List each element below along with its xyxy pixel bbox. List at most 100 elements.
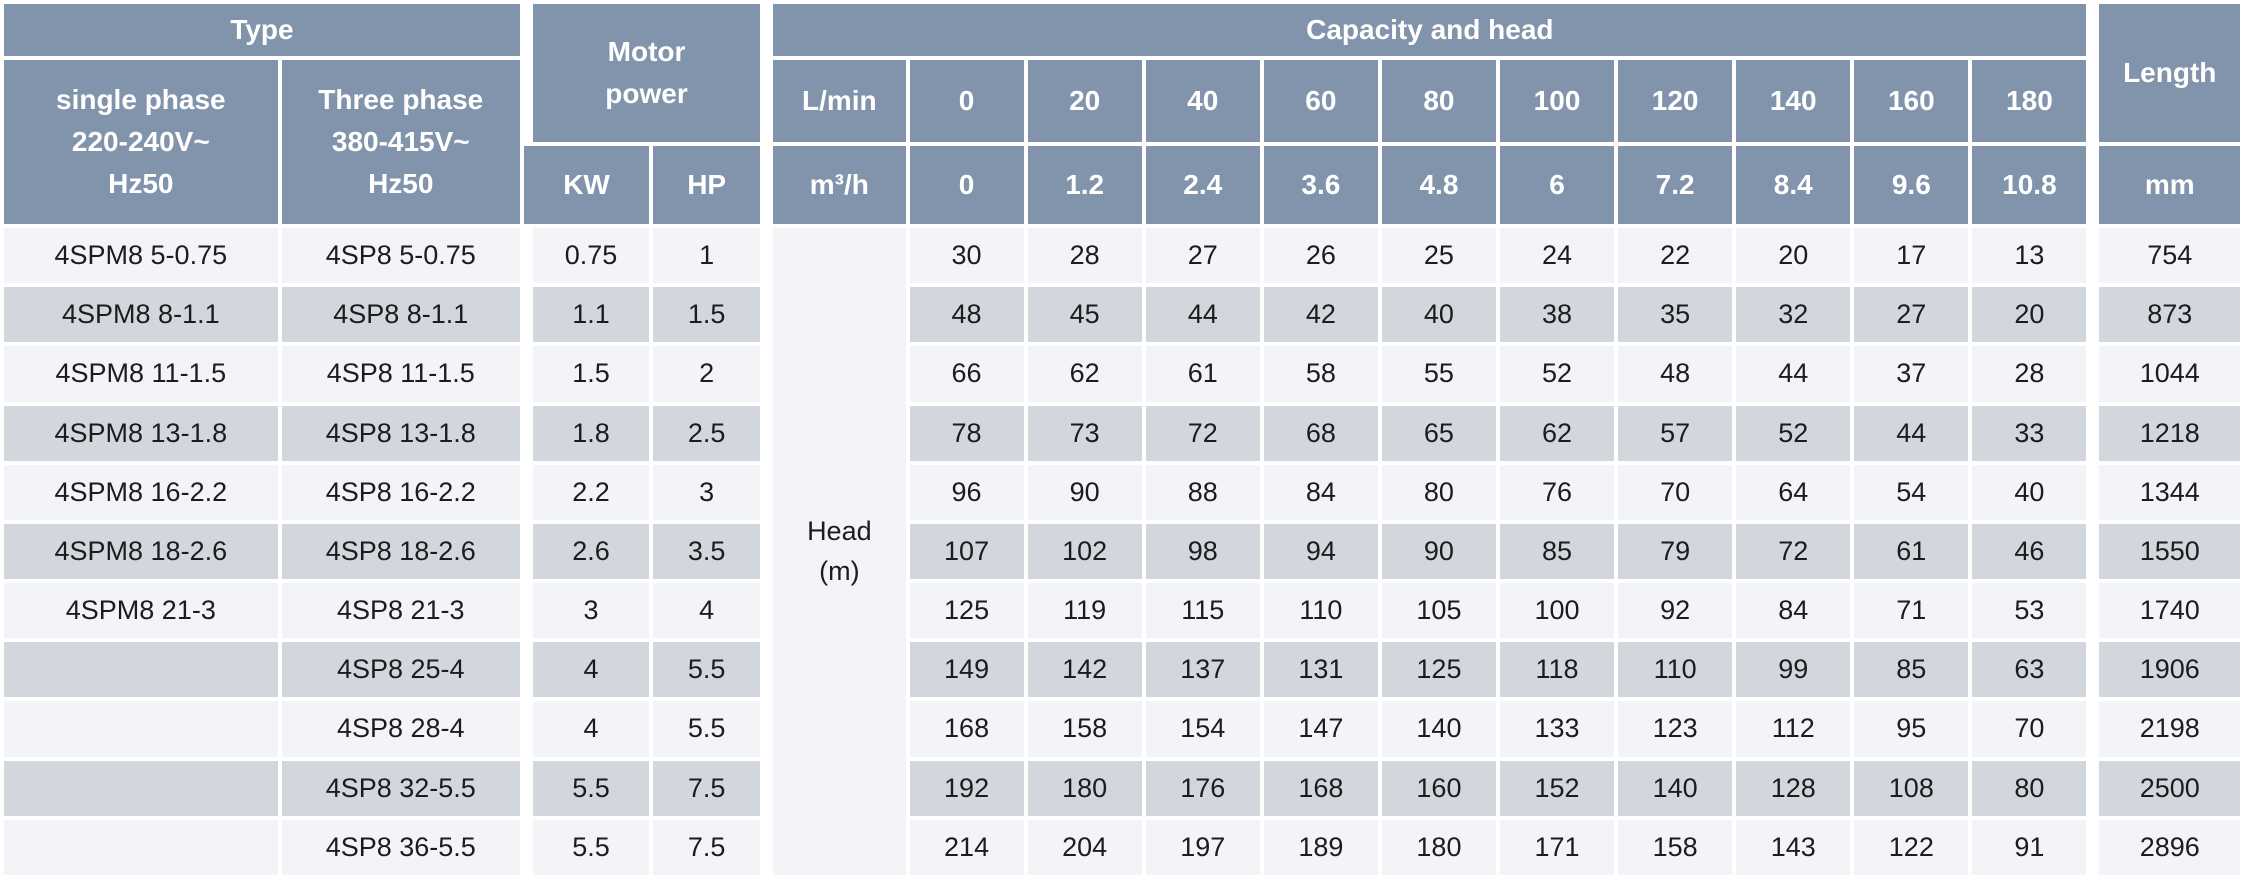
head-value: 147 xyxy=(1263,701,1378,757)
motor-power-line: Motor xyxy=(607,36,686,67)
head-value: 152 xyxy=(1499,760,1615,816)
length-value: 2198 xyxy=(2090,701,2240,757)
m3h-value: 7.2 xyxy=(1618,146,1733,224)
head-value: 115 xyxy=(1145,583,1260,639)
header-row-groups: Type Motor power Capacity and head Lengt… xyxy=(4,4,2240,142)
head-value: 122 xyxy=(1854,819,1969,875)
hp-value: 3 xyxy=(653,464,761,520)
head-value: 92 xyxy=(1618,583,1733,639)
head-value: 26 xyxy=(1263,228,1378,284)
type-header: Type xyxy=(4,4,520,56)
m3h-value: 4.8 xyxy=(1381,146,1496,224)
head-value: 40 xyxy=(1381,287,1496,343)
m3h-value: 9.6 xyxy=(1854,146,1969,224)
three-phase-model: 4SP8 25-4 xyxy=(281,642,520,698)
head-value: 94 xyxy=(1263,523,1378,580)
three-phase-line: Three phase xyxy=(318,84,484,115)
lmin-value: 40 xyxy=(1145,60,1260,142)
head-unit-line: (m) xyxy=(819,555,860,586)
table-row: 4SPM8 16-2.2 4SP8 16-2.2 2.2 3 96 90 88 84 80 76 7… xyxy=(4,464,2240,520)
three-phase-model: 4SP8 18-2.6 xyxy=(281,523,520,580)
head-value: 100 xyxy=(1499,583,1615,639)
head-unit-cell: Head (m) xyxy=(764,228,906,875)
head-value: 79 xyxy=(1618,523,1733,580)
length-value: 1344 xyxy=(2090,464,2240,520)
head-value: 160 xyxy=(1381,760,1496,816)
m3h-label: m³/h xyxy=(764,146,906,224)
kw-value: 1.8 xyxy=(523,405,650,461)
head-value: 57 xyxy=(1618,405,1733,461)
single-phase-model: 4SPM8 5-0.75 xyxy=(4,228,278,284)
table-row: 4SPM8 18-2.6 4SP8 18-2.6 2.6 3.5 107 102 98 94 9… xyxy=(4,523,2240,580)
head-value: 76 xyxy=(1499,464,1615,520)
head-value: 110 xyxy=(1618,642,1733,698)
head-value: 45 xyxy=(1027,287,1142,343)
head-value: 80 xyxy=(1972,760,2087,816)
head-value: 58 xyxy=(1263,346,1378,402)
head-value: 96 xyxy=(909,464,1024,520)
head-value: 131 xyxy=(1263,642,1378,698)
length-value: 1044 xyxy=(2090,346,2240,402)
kw-value: 2.2 xyxy=(523,464,650,520)
head-value: 107 xyxy=(909,523,1024,580)
head-value: 149 xyxy=(909,642,1024,698)
m3h-value: 1.2 xyxy=(1027,146,1142,224)
head-value: 52 xyxy=(1499,346,1615,402)
three-phase-model: 4SP8 5-0.75 xyxy=(281,228,520,284)
head-value: 54 xyxy=(1854,464,1969,520)
single-phase-model: 4SPM8 11-1.5 xyxy=(4,346,278,402)
single-phase-line: Hz50 xyxy=(108,168,174,199)
head-value: 62 xyxy=(1499,405,1615,461)
head-value: 20 xyxy=(1736,228,1851,284)
head-value: 85 xyxy=(1854,642,1969,698)
head-value: 91 xyxy=(1972,819,2087,875)
m3h-value: 0 xyxy=(909,146,1024,224)
head-value: 168 xyxy=(909,701,1024,757)
head-value: 65 xyxy=(1381,405,1496,461)
head-value: 168 xyxy=(1263,760,1378,816)
head-value: 33 xyxy=(1972,405,2087,461)
head-value: 27 xyxy=(1145,228,1260,284)
single-phase-model: 4SPM8 8-1.1 xyxy=(4,287,278,343)
hp-value: 7.5 xyxy=(653,760,761,816)
kw-value: 1.5 xyxy=(523,346,650,402)
three-phase-line: Hz50 xyxy=(368,168,434,199)
capacity-head-header: Capacity and head xyxy=(764,4,2087,56)
head-value: 110 xyxy=(1263,583,1378,639)
head-value: 84 xyxy=(1263,464,1378,520)
length-value: 873 xyxy=(2090,287,2240,343)
head-value: 28 xyxy=(1972,346,2087,402)
head-value: 125 xyxy=(1381,642,1496,698)
hp-value: 5.5 xyxy=(653,642,761,698)
three-phase-model: 4SP8 13-1.8 xyxy=(281,405,520,461)
length-value: 754 xyxy=(2090,228,2240,284)
head-value: 42 xyxy=(1263,287,1378,343)
single-phase-line: 220-240V~ xyxy=(71,126,210,157)
head-value: 142 xyxy=(1027,642,1142,698)
lmin-value: 120 xyxy=(1618,60,1733,142)
table-row: 4SP8 28-4 4 5.5 168 158 154 147 140 133 123 112 95 7… xyxy=(4,701,2240,757)
length-header: Length xyxy=(2090,4,2240,142)
table-body: 4SPM8 5-0.75 4SP8 5-0.75 0.75 1 Head (m) 30 28 2… xyxy=(4,228,2240,875)
head-value: 85 xyxy=(1499,523,1615,580)
head-value: 133 xyxy=(1499,701,1615,757)
m3h-value: 8.4 xyxy=(1736,146,1851,224)
head-value: 84 xyxy=(1736,583,1851,639)
kw-value: 1.1 xyxy=(523,287,650,343)
single-phase-model xyxy=(4,819,278,875)
head-value: 27 xyxy=(1854,287,1969,343)
head-value: 63 xyxy=(1972,642,2087,698)
head-value: 108 xyxy=(1854,760,1969,816)
head-value: 53 xyxy=(1972,583,2087,639)
head-value: 25 xyxy=(1381,228,1496,284)
lmin-value: 60 xyxy=(1263,60,1378,142)
head-value: 22 xyxy=(1618,228,1733,284)
kw-value: 4 xyxy=(523,642,650,698)
head-value: 13 xyxy=(1972,228,2087,284)
head-value: 204 xyxy=(1027,819,1142,875)
head-value: 71 xyxy=(1854,583,1969,639)
three-phase-header: Three phase 380-415V~ Hz50 xyxy=(281,60,520,224)
head-value: 118 xyxy=(1499,642,1615,698)
single-phase-header: single phase 220-240V~ Hz50 xyxy=(4,60,278,224)
head-value: 44 xyxy=(1854,405,1969,461)
